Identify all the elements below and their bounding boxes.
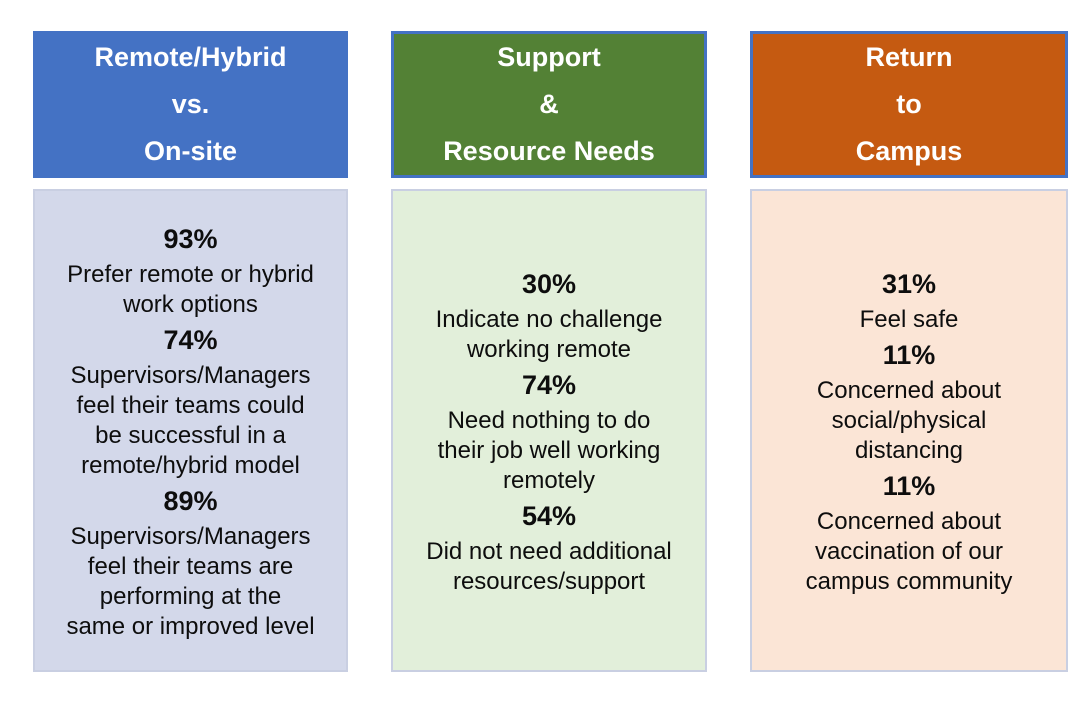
stat: 74% Supervisors/Managers feel their team…: [43, 320, 338, 481]
stat-value: 74%: [521, 370, 577, 400]
column-body-remote-hybrid: 93% Prefer remote or hybrid work options…: [33, 189, 348, 672]
stat-label: Need nothing to do their job well workin…: [437, 407, 661, 494]
column-return-to-campus: Return to Campus 31% Feel safe 11% Conce…: [750, 31, 1068, 672]
stat-label: Prefer remote or hybrid work options: [67, 261, 314, 318]
stat: 89% Supervisors/Managers feel their team…: [43, 481, 338, 642]
stat: 74% Need nothing to do their job well wo…: [401, 365, 697, 496]
column-body-return: 31% Feel safe 11% Concerned about social…: [750, 189, 1068, 672]
stat: 93% Prefer remote or hybrid work options: [43, 219, 338, 320]
column-header-support: Support & Resource Needs: [391, 31, 707, 178]
stat-label: Concerned about vaccination of our campu…: [805, 508, 1013, 595]
stat-value: 93%: [163, 224, 218, 254]
stat-value: 54%: [521, 501, 577, 531]
stat-label: Supervisors/Managers feel their teams ar…: [66, 523, 315, 640]
stat: 54% Did not need additional resources/su…: [401, 496, 697, 597]
column-remote-hybrid-vs-onsite: Remote/Hybrid vs. On-site 93% Prefer rem…: [33, 31, 348, 672]
header-line: On-site: [143, 136, 237, 166]
header-line: to: [896, 89, 922, 119]
stat: 31% Feel safe: [760, 264, 1058, 335]
stat: 11% Concerned about social/physical dist…: [760, 335, 1058, 466]
stat-value: 11%: [882, 471, 936, 501]
header-line: Remote/Hybrid: [94, 42, 287, 72]
stat-value: 30%: [521, 269, 577, 299]
stat-value: 31%: [881, 269, 937, 299]
header-line: Resource Needs: [443, 136, 655, 166]
stat-value: 89%: [163, 486, 218, 516]
header-line: vs.: [171, 89, 210, 119]
header-line: Campus: [855, 136, 963, 166]
column-header-return: Return to Campus: [750, 31, 1068, 178]
stat-label: Supervisors/Managers feel their teams co…: [70, 362, 311, 479]
stat-value: 74%: [163, 325, 218, 355]
stat-value: 11%: [882, 340, 936, 370]
stat: 30% Indicate no challenge working remote: [401, 264, 697, 365]
column-header-remote-hybrid: Remote/Hybrid vs. On-site: [33, 31, 348, 178]
header-line: Support: [497, 42, 601, 72]
stat-label: Did not need additional resources/suppor…: [426, 538, 672, 595]
header-line: Return: [865, 42, 953, 72]
stat-label: Concerned about social/physical distanci…: [816, 377, 1002, 464]
stat-label: Feel safe: [859, 306, 959, 333]
header-line: &: [539, 89, 559, 119]
stat-label: Indicate no challenge working remote: [435, 306, 663, 363]
column-support-resource-needs: Support & Resource Needs 30% Indicate no…: [391, 31, 707, 672]
column-body-support: 30% Indicate no challenge working remote…: [391, 189, 707, 672]
stat: 11% Concerned about vaccination of our c…: [760, 466, 1058, 597]
